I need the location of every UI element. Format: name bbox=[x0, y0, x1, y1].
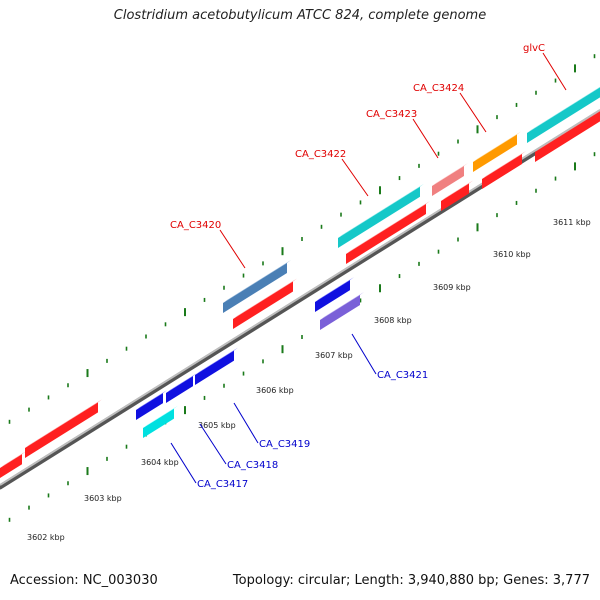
leader-line bbox=[341, 158, 369, 197]
gene-reverse-top bbox=[195, 347, 238, 375]
gene-label: CA_C3419 bbox=[259, 439, 310, 450]
gene-reverse bbox=[320, 295, 360, 330]
gene-reverse-top bbox=[143, 405, 178, 428]
gene-reverse-top bbox=[320, 292, 364, 320]
lower-tick-row bbox=[8, 152, 596, 522]
gene-features bbox=[0, 86, 600, 478]
gene-forward bbox=[535, 111, 600, 162]
gene-label: CA_C3417 bbox=[197, 479, 248, 490]
gene-forward-top bbox=[535, 110, 600, 152]
upper-tick-row bbox=[8, 54, 596, 424]
scale-tick-label: 3606 kbp bbox=[256, 386, 294, 395]
gene-reverse bbox=[143, 408, 174, 438]
gene-labels: CA_C3420 CA_C3422 CA_C3423 CA_C3424 glvC CA_C… bbox=[170, 43, 545, 490]
gene-forward-top bbox=[473, 131, 521, 162]
label-leader-lines bbox=[170, 52, 567, 484]
scale-tick-label: 3607 kbp bbox=[315, 351, 353, 360]
gene-forward-top bbox=[25, 399, 102, 448]
scale-tick-label: 3602 kbp bbox=[27, 533, 65, 542]
gene-label: CA_C3424 bbox=[413, 83, 464, 94]
gene-forward bbox=[482, 154, 522, 189]
gene-forward-top bbox=[0, 451, 26, 468]
gene-reverse bbox=[166, 376, 193, 403]
gene-forward bbox=[527, 87, 600, 143]
scale-tick-label: 3609 kbp bbox=[433, 283, 471, 292]
scale-tick-label: 3605 kbp bbox=[198, 421, 236, 430]
gene-forward-top bbox=[233, 278, 297, 319]
gene-forward bbox=[233, 281, 293, 329]
gene-reverse bbox=[136, 393, 163, 420]
leader-line bbox=[542, 52, 567, 91]
gene-forward-top bbox=[432, 163, 468, 186]
gene-reverse-top bbox=[166, 373, 197, 393]
gene-forward-top bbox=[223, 260, 291, 303]
gene-label: CA_C3423 bbox=[366, 109, 417, 120]
leader-line bbox=[459, 92, 487, 133]
gene-label: glvC bbox=[523, 43, 545, 54]
leader-line bbox=[412, 118, 439, 159]
map-title: Clostridium acetobutylicum ATCC 824, com… bbox=[113, 8, 487, 23]
scale-labels: 3602 kbp 3603 kbp 3604 kbp 3605 kbp 3606 kbp… bbox=[27, 218, 591, 542]
gene-reverse-top bbox=[136, 390, 167, 410]
gene-forward bbox=[223, 263, 287, 313]
gene-forward-top bbox=[346, 201, 430, 254]
scale-tick-label: 3603 kbp bbox=[84, 494, 122, 503]
gene-forward-top bbox=[338, 183, 424, 238]
gene-forward bbox=[25, 402, 98, 458]
gene-forward bbox=[441, 183, 469, 211]
scale-tick-label: 3610 kbp bbox=[493, 250, 531, 259]
gene-label: CA_C3421 bbox=[377, 370, 428, 381]
gene-forward-top bbox=[441, 180, 473, 201]
gene-label: CA_C3422 bbox=[295, 149, 346, 160]
gene-forward bbox=[0, 454, 22, 478]
gene-forward bbox=[338, 186, 420, 248]
scale-tick-label: 3608 kbp bbox=[374, 316, 412, 325]
genome-summary-text: Topology: circular; Length: 3,940,880 bp… bbox=[232, 573, 590, 588]
gene-reverse-top bbox=[315, 277, 354, 302]
accession-text: Accession: NC_003030 bbox=[10, 573, 158, 588]
leader-line bbox=[233, 402, 259, 444]
scale-tick-label: 3604 kbp bbox=[141, 458, 179, 467]
scale-tick-label: 3611 kbp bbox=[553, 218, 591, 227]
gene-forward bbox=[473, 134, 517, 172]
gene-forward-top bbox=[482, 151, 526, 179]
gene-reverse bbox=[195, 350, 234, 385]
gene-label: CA_C3420 bbox=[170, 220, 221, 231]
leader-line bbox=[199, 423, 227, 465]
gene-forward-top bbox=[527, 86, 600, 133]
gene-forward bbox=[346, 204, 426, 264]
gene-label: CA_C3418 bbox=[227, 460, 278, 471]
gene-reverse bbox=[315, 280, 350, 312]
gene-forward bbox=[432, 166, 464, 196]
leader-line bbox=[219, 229, 246, 269]
leader-line bbox=[170, 442, 197, 484]
leader-line bbox=[351, 333, 377, 375]
